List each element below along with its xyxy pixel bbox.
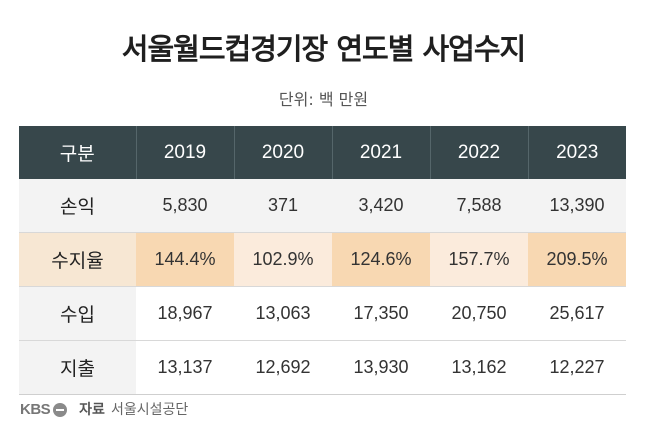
table-row-revenue: 수입 18,967 13,063 17,350 20,750 25,617	[19, 286, 626, 341]
row-label: 수입	[19, 286, 136, 341]
table-cell: 13,390	[528, 179, 626, 233]
table-cell: 7,588	[430, 179, 528, 233]
row-label: 손익	[19, 179, 136, 233]
table-cell-highlight: 102.9%	[234, 232, 332, 287]
table-cell: 13,162	[430, 340, 528, 395]
table-cell: 17,350	[332, 286, 430, 341]
table-cell: 371	[234, 179, 332, 233]
table-cell-highlight: 209.5%	[528, 232, 626, 287]
table-cell-highlight: 157.7%	[430, 232, 528, 287]
source-label: 자료	[79, 402, 105, 418]
table-cell-highlight: 124.6%	[332, 232, 430, 287]
table-cell: 5,830	[136, 179, 234, 233]
table-cell: 13,930	[332, 340, 430, 395]
table-cell: 20,750	[430, 286, 528, 341]
column-header-year: 2022	[430, 126, 529, 179]
table-cell: 3,420	[332, 179, 430, 233]
table-row-profit: 손익 5,830 371 3,420 7,588 13,390	[19, 179, 626, 233]
table-cell: 12,227	[528, 340, 626, 395]
column-header-category: 구분	[19, 126, 137, 179]
column-header-year: 2021	[332, 126, 431, 179]
table-cell-highlight: 144.4%	[136, 232, 234, 287]
row-label: 지출	[19, 340, 136, 395]
table-cell: 18,967	[136, 286, 234, 341]
column-header-year: 2020	[234, 126, 333, 179]
table-cell: 12,692	[234, 340, 332, 395]
table-header-row: 구분 2019 2020 2021 2022 2023	[19, 126, 626, 179]
kbs-logo-icon	[53, 403, 68, 417]
unit-label: 단위: 백 만원	[278, 90, 369, 109]
table-cell: 13,063	[234, 286, 332, 341]
footer: KBS 자료 서울시설공단	[20, 399, 188, 419]
source-text: 서울시설공단	[110, 402, 189, 418]
page-title: 서울월드컵경기장 연도별 사업수지	[121, 32, 526, 66]
column-header-year: 2023	[528, 126, 626, 179]
table-cell: 25,617	[528, 286, 626, 341]
row-label: 수지율	[19, 232, 136, 287]
column-header-year: 2019	[136, 126, 235, 179]
table-row-balance-ratio: 수지율 144.4% 102.9% 124.6% 157.7% 209.5%	[19, 232, 626, 287]
kbs-logo: KBS	[20, 400, 51, 418]
table-row-expense: 지출 13,137 12,692 13,930 13,162 12,227	[19, 340, 626, 395]
table-cell: 13,137	[136, 340, 234, 395]
business-balance-table: 구분 2019 2020 2021 2022 2023 손익 5,830 371…	[19, 126, 626, 395]
